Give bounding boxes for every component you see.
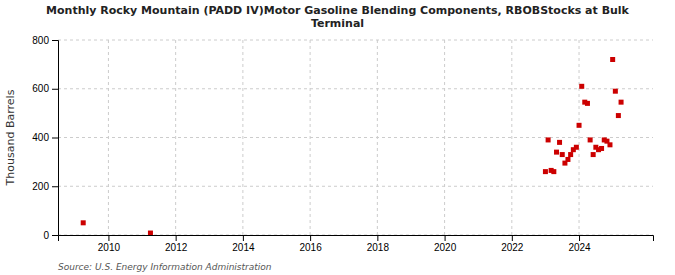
grid-line (579, 40, 580, 235)
tick-label: 2012 (165, 242, 188, 253)
grid (58, 40, 653, 235)
grid-line (58, 88, 653, 89)
tick-mark (377, 235, 378, 241)
tick-mark (52, 138, 58, 139)
tick: 2020 (434, 235, 457, 253)
tick: 2010 (98, 235, 121, 253)
tick-label: 2020 (434, 242, 457, 253)
tick-mark (52, 40, 58, 41)
tick: 600 (32, 83, 58, 94)
point (610, 57, 615, 62)
grid-line (58, 186, 653, 187)
tick: 200 (32, 181, 58, 192)
tick-label: 200 (32, 181, 49, 192)
tick-mark (52, 186, 58, 187)
point (546, 137, 551, 142)
point (613, 89, 618, 94)
point (81, 220, 86, 225)
grid-line (242, 40, 243, 235)
tick-mark (176, 235, 177, 241)
point (607, 142, 612, 147)
tick-label: 2018 (367, 242, 390, 253)
grid-line (58, 137, 653, 138)
tick: 2016 (299, 235, 322, 253)
tick-label: 800 (32, 35, 49, 46)
grid-line (511, 40, 512, 235)
axis-line (52, 41, 59, 236)
tick: 400 (32, 132, 58, 143)
point (568, 152, 573, 157)
tick-label: 600 (32, 83, 49, 94)
points (81, 57, 624, 235)
tick-mark (512, 235, 513, 241)
tick-label: 0 (43, 230, 49, 241)
point (565, 157, 570, 162)
tick-mark (52, 235, 58, 236)
tick-mark (445, 235, 446, 241)
tick: 800 (32, 35, 58, 46)
point (579, 84, 584, 89)
plot-area: 2010 2012 2014 2016 2018 2020 2022 2024 0 200 400 6… (32, 35, 653, 253)
point (554, 150, 559, 155)
point (557, 140, 562, 145)
tick-label: 2010 (98, 242, 121, 253)
tick: 2012 (165, 235, 188, 253)
point (543, 169, 548, 174)
tick-label: 400 (32, 132, 49, 143)
chart: Monthly Rocky Mountain (PADD IV)Motor Ga… (0, 0, 675, 275)
y-axis: 0 200 400 600 800 (32, 35, 58, 241)
tick-mark (579, 235, 580, 241)
point (619, 100, 624, 105)
point (585, 101, 590, 106)
tick-mark (52, 89, 58, 90)
point (616, 113, 621, 118)
tick-label: 2014 (232, 242, 255, 253)
tick: 2014 (232, 235, 255, 253)
axis-line (59, 236, 654, 242)
y-axis-label: Thousand Barrels (4, 89, 17, 186)
tick: 0 (43, 230, 58, 241)
tick-label: 2016 (299, 242, 322, 253)
point (148, 231, 153, 235)
tick: 2022 (501, 235, 524, 253)
x-axis: 2010 2012 2014 2016 2018 2020 2022 2024 (59, 235, 654, 253)
point (551, 169, 556, 174)
tick: 2018 (367, 235, 390, 253)
point (599, 146, 604, 151)
point (588, 137, 593, 142)
tick-mark (310, 235, 311, 241)
point (591, 152, 596, 157)
grid-line (175, 40, 176, 235)
tick: 2024 (568, 235, 591, 253)
tick-mark (108, 235, 109, 241)
tick-mark (243, 235, 244, 241)
point (574, 145, 579, 150)
tick-label: 2022 (501, 242, 524, 253)
point (560, 152, 565, 157)
tick-label: 2024 (568, 242, 591, 253)
annotation: Source: U.S. Energy Information Administ… (58, 262, 272, 272)
point (577, 123, 582, 128)
grid-line (58, 40, 653, 41)
title: Monthly Rocky Mountain (PADD IV)Motor Ga… (46, 4, 630, 30)
